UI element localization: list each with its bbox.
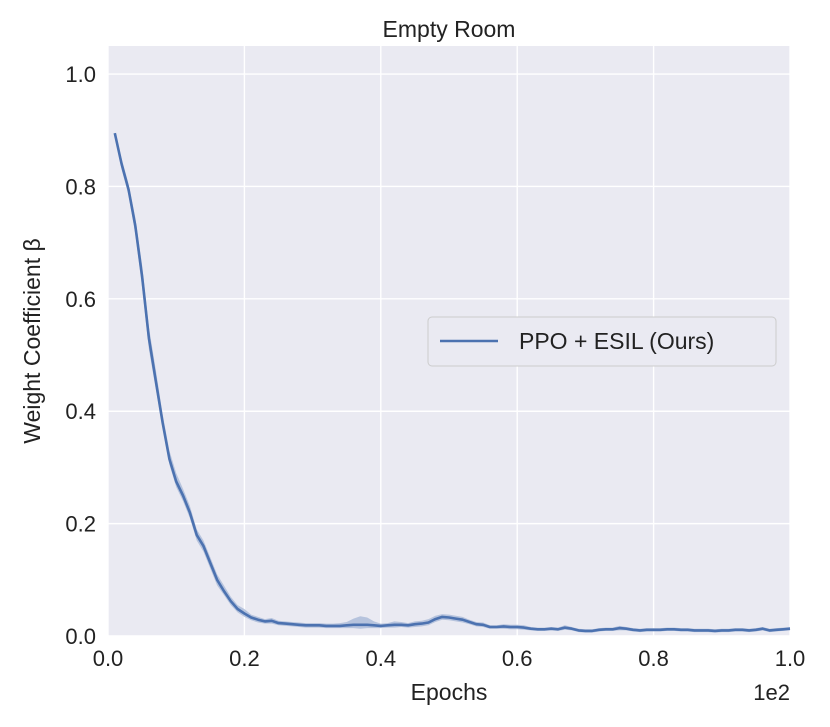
x-tick-label-4: 0.8 (638, 646, 669, 671)
x-tick-labels: 0.0 0.2 0.4 0.6 0.8 1.0 (93, 646, 806, 671)
legend: PPO + ESIL (Ours) (427, 316, 777, 367)
y-tick-label-1: 0.2 (65, 512, 96, 537)
x-tick-label-5: 1.0 (775, 646, 806, 671)
chart-title: Empty Room (383, 16, 516, 42)
y-tick-label-5: 1.0 (65, 62, 96, 87)
y-tick-label-2: 0.4 (65, 399, 96, 424)
series-line-layer (113, 132, 791, 633)
x-tick-label-0: 0.0 (93, 646, 124, 671)
grid-lines (107, 46, 791, 637)
x-axis-offset-label: 1e2 (753, 680, 790, 705)
x-tick-label-2: 0.4 (366, 646, 397, 671)
y-tick-label-4: 0.8 (65, 174, 96, 199)
y-tick-labels: 0.0 0.2 0.4 0.6 0.8 1.0 (65, 62, 96, 649)
x-tick-label-3: 0.6 (502, 646, 533, 671)
x-tick-label-1: 0.2 (229, 646, 260, 671)
y-axis-label: Weight Coefficient β (19, 238, 45, 443)
legend-box (427, 316, 777, 367)
y-tick-label-3: 0.6 (65, 287, 96, 312)
x-axis-label: Epochs (411, 679, 488, 705)
y-tick-label-0: 0.0 (65, 624, 96, 649)
legend-label: PPO + ESIL (Ours) (519, 328, 714, 354)
series-line-0 (113, 132, 791, 633)
